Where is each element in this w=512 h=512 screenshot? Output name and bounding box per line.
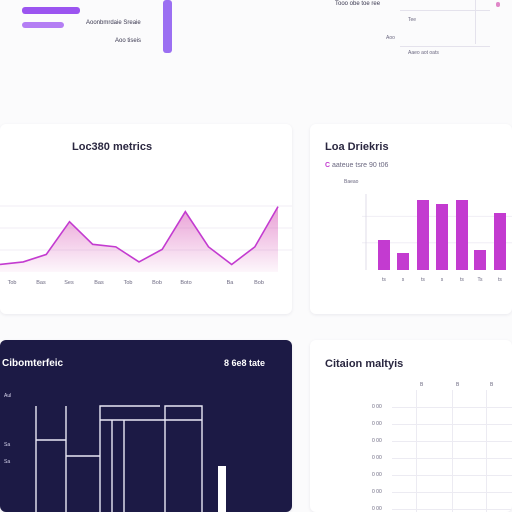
bar: [397, 253, 409, 270]
top-accent-bar: [22, 7, 80, 14]
top-label-1: Aoonbmrdaie Sreaie: [86, 20, 141, 26]
dark-highlight-bar: [218, 466, 226, 512]
area-x-tick-label: Bob: [254, 280, 264, 286]
dark-panel-chart: [35, 405, 226, 512]
citation-row-label: 0 00: [372, 438, 382, 444]
citation-col-label: B: [490, 382, 494, 388]
bar: [417, 200, 429, 270]
load-metrics-chart: Tob Bas Ses Bas Tob Bob Boto Ba Bob: [0, 205, 292, 286]
top-right-row-1: Tee: [408, 17, 417, 23]
load-metrics-title: Loc380 metrics: [72, 141, 153, 153]
top-accent-bar-secondary: [22, 22, 64, 28]
bar: [474, 250, 486, 270]
load-bars-subtitle-text: aateue tsre 90 t06: [332, 162, 389, 169]
bar-x-tick-label: ts: [498, 277, 502, 283]
citation-col-line: [452, 390, 453, 512]
citation-grid: B B B 0 00 0 00 0 00 0 00 0 00 0 00 0 00: [310, 340, 512, 512]
citation-row-label: 0 00: [372, 455, 382, 461]
citation-card: Citaion maltyis B B B 0 00 0 00 0 00 0 00 0 00 0…: [310, 340, 512, 512]
bar-x-tick-label: ts: [382, 277, 386, 283]
dark-panel-y-label-2: Sa: [4, 442, 11, 448]
load-bars-title: Loa Driekris: [325, 141, 389, 153]
citation-row-label: 0 00: [372, 489, 382, 495]
load-bars-axis-label: Baeao: [344, 179, 359, 185]
area-x-tick-label: Bas: [94, 280, 104, 286]
bar-x-tick-label: ts: [421, 277, 425, 283]
citation-row-line: [392, 441, 512, 442]
citation-title: Citaion maltyis: [325, 358, 404, 370]
citation-row-line: [392, 509, 512, 510]
dark-panel-badge: 8 6e8 tate: [224, 358, 266, 368]
citation-row-label: 0 00: [372, 421, 382, 427]
dark-step-line-2: [164, 405, 203, 512]
dark-panel-y-label-1: Aul: [4, 393, 12, 399]
area-x-tick-label: Ba: [227, 280, 235, 286]
top-right-row-3: Aaeo aot oats: [408, 50, 439, 56]
top-right-header: Tooo obe toe ree: [335, 1, 381, 7]
citation-row-label: 0 00: [372, 472, 382, 478]
citation-row-line: [392, 407, 512, 408]
area-x-tick-label: Bob: [152, 280, 162, 286]
dark-panel: Cibomterfeic 8 6e8 tate Aul Sa Sa: [0, 340, 292, 512]
area-x-tick-label: Ses: [64, 280, 74, 286]
citation-col-label: B: [420, 382, 424, 388]
bar-x-tick-label: s: [441, 277, 444, 283]
area-x-tick-label: Tob: [124, 280, 133, 286]
dark-step-line: [99, 405, 160, 512]
load-metrics-card: Loc380 metrics Tob Bas Ses Bas Tob Bob Boto Ba B…: [0, 124, 292, 314]
top-right-row-2: Aoo: [386, 35, 395, 41]
bar: [456, 200, 468, 270]
bar: [436, 204, 448, 270]
load-bars-subtitle-marker: C: [325, 162, 331, 169]
citation-row-line: [392, 492, 512, 493]
dark-panel-title: Cibomterfeic: [2, 358, 64, 369]
area-series-line: [0, 206, 279, 266]
bar-x-tick-label: ts: [460, 277, 464, 283]
bar: [378, 240, 390, 270]
top-vertical-indicator: [163, 0, 172, 53]
load-bars-chart: ts s ts s ts Ts ts: [362, 194, 512, 283]
citation-col-label: B: [456, 382, 460, 388]
citation-row-line: [392, 424, 512, 425]
top-right-marker: [496, 2, 500, 7]
bar: [494, 213, 506, 270]
citation-row-label: 0 00: [372, 506, 382, 512]
area-x-tick-label: Boto: [180, 280, 191, 286]
top-right-table: Tooo obe toe ree Tee Aoo Aaeo aot oats: [330, 0, 512, 64]
citation-col-line: [416, 390, 417, 512]
area-x-tick-label: Bas: [36, 280, 46, 286]
citation-col-line: [486, 390, 487, 512]
area-x-tick-label: Tob: [8, 280, 17, 286]
citation-row-label: 0 00: [372, 404, 382, 410]
top-label-2: Aoo tiseis: [115, 38, 142, 44]
citation-row-line: [392, 458, 512, 459]
load-bars-card: Loa Driekris C aateue tsre 90 t06 Baeao …: [310, 124, 512, 314]
dark-panel-y-label-3: Sa: [4, 459, 11, 465]
bar-x-tick-label: s: [402, 277, 405, 283]
bar-x-tick-label: Ts: [478, 277, 484, 283]
load-bars-subtitle: C aateue tsre 90 t06: [325, 162, 388, 169]
citation-row-line: [392, 475, 512, 476]
